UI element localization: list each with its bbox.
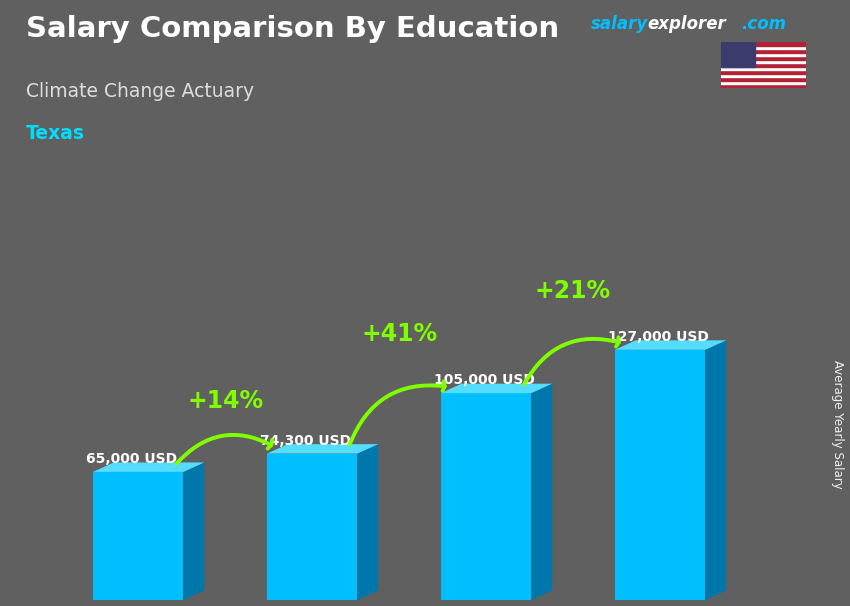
Bar	[721, 64, 806, 67]
Polygon shape	[184, 462, 204, 600]
Text: +41%: +41%	[361, 322, 437, 346]
Polygon shape	[531, 384, 552, 600]
Bar	[441, 393, 531, 600]
Bar	[721, 53, 806, 56]
Bar	[615, 350, 706, 600]
Text: salary: salary	[591, 15, 648, 33]
Polygon shape	[615, 341, 726, 350]
Bar	[721, 70, 806, 74]
Text: +14%: +14%	[187, 388, 264, 413]
Text: 105,000 USD: 105,000 USD	[434, 373, 535, 387]
Bar	[721, 56, 806, 60]
Text: 74,300 USD: 74,300 USD	[260, 434, 351, 448]
Text: +21%: +21%	[535, 279, 611, 302]
Bar	[721, 78, 806, 81]
Polygon shape	[93, 462, 204, 472]
Bar	[721, 67, 806, 70]
Bar	[721, 74, 806, 78]
Polygon shape	[441, 384, 552, 393]
Bar	[721, 46, 806, 50]
Bar	[721, 81, 806, 84]
Bar	[93, 472, 184, 600]
Bar	[721, 42, 806, 46]
Bar	[267, 454, 357, 600]
Text: Texas: Texas	[26, 124, 84, 143]
Polygon shape	[357, 444, 378, 600]
Polygon shape	[706, 341, 726, 600]
Bar	[721, 42, 755, 67]
Text: Salary Comparison By Education: Salary Comparison By Education	[26, 15, 558, 43]
Text: Climate Change Actuary: Climate Change Actuary	[26, 82, 253, 101]
Bar	[721, 60, 806, 64]
Text: Average Yearly Salary: Average Yearly Salary	[830, 360, 844, 488]
Text: explorer: explorer	[648, 15, 727, 33]
Text: .com: .com	[741, 15, 786, 33]
Text: 127,000 USD: 127,000 USD	[608, 330, 709, 344]
Bar	[721, 50, 806, 53]
Polygon shape	[267, 444, 378, 454]
Text: 65,000 USD: 65,000 USD	[86, 452, 177, 466]
Bar	[721, 84, 806, 88]
